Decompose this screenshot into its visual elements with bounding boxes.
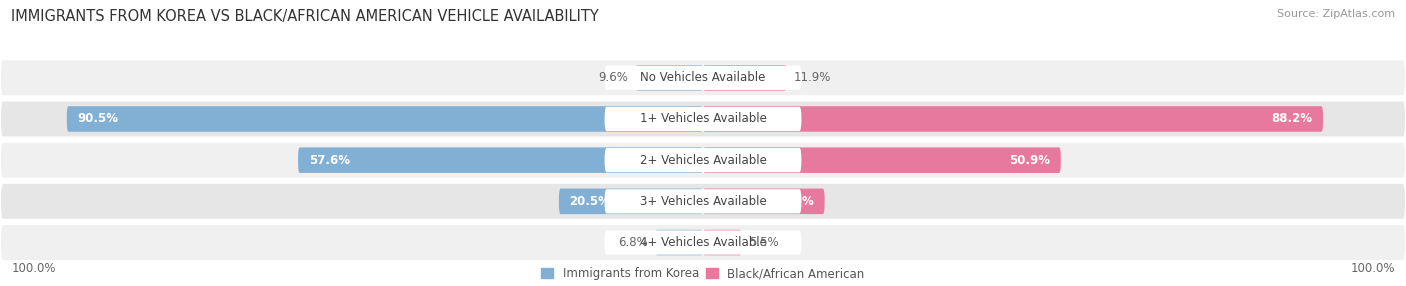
Text: 90.5%: 90.5% [77, 112, 118, 126]
FancyBboxPatch shape [703, 106, 1323, 132]
Text: 5.5%: 5.5% [749, 236, 779, 249]
Text: 88.2%: 88.2% [1271, 112, 1313, 126]
FancyBboxPatch shape [605, 66, 801, 90]
FancyBboxPatch shape [703, 230, 742, 255]
FancyBboxPatch shape [605, 148, 801, 172]
FancyBboxPatch shape [298, 147, 703, 173]
Text: 3+ Vehicles Available: 3+ Vehicles Available [640, 195, 766, 208]
Text: 2+ Vehicles Available: 2+ Vehicles Available [640, 154, 766, 167]
FancyBboxPatch shape [703, 147, 1062, 173]
FancyBboxPatch shape [636, 65, 703, 91]
FancyBboxPatch shape [0, 183, 1406, 220]
FancyBboxPatch shape [560, 188, 703, 214]
Text: 17.3%: 17.3% [773, 195, 814, 208]
FancyBboxPatch shape [0, 224, 1406, 261]
Text: 4+ Vehicles Available: 4+ Vehicles Available [640, 236, 766, 249]
FancyBboxPatch shape [0, 142, 1406, 179]
FancyBboxPatch shape [605, 231, 801, 255]
Text: Source: ZipAtlas.com: Source: ZipAtlas.com [1277, 9, 1395, 19]
Text: 1+ Vehicles Available: 1+ Vehicles Available [640, 112, 766, 126]
Text: 100.0%: 100.0% [11, 262, 56, 275]
FancyBboxPatch shape [0, 59, 1406, 96]
FancyBboxPatch shape [703, 188, 824, 214]
Text: IMMIGRANTS FROM KOREA VS BLACK/AFRICAN AMERICAN VEHICLE AVAILABILITY: IMMIGRANTS FROM KOREA VS BLACK/AFRICAN A… [11, 9, 599, 23]
Text: 6.8%: 6.8% [619, 236, 648, 249]
Text: 9.6%: 9.6% [599, 71, 628, 84]
FancyBboxPatch shape [655, 230, 703, 255]
FancyBboxPatch shape [0, 100, 1406, 138]
FancyBboxPatch shape [605, 107, 801, 131]
Text: 11.9%: 11.9% [793, 71, 831, 84]
Text: No Vehicles Available: No Vehicles Available [640, 71, 766, 84]
FancyBboxPatch shape [66, 106, 703, 132]
Legend: Immigrants from Korea, Black/African American: Immigrants from Korea, Black/African Ame… [541, 267, 865, 280]
Text: 57.6%: 57.6% [308, 154, 350, 167]
Text: 50.9%: 50.9% [1010, 154, 1050, 167]
FancyBboxPatch shape [605, 189, 801, 213]
FancyBboxPatch shape [703, 65, 787, 91]
Text: 100.0%: 100.0% [1350, 262, 1395, 275]
Text: 20.5%: 20.5% [569, 195, 610, 208]
